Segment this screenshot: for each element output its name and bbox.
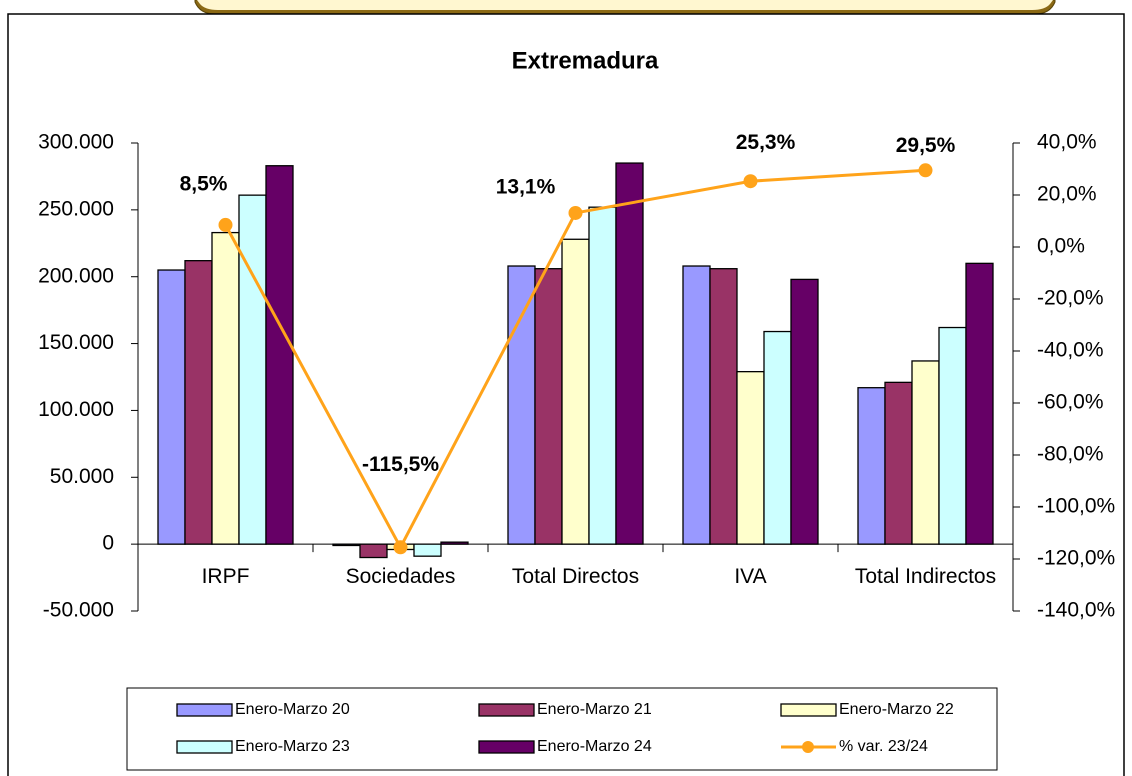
x-tick-label: Total Directos: [511, 565, 640, 589]
bar: [790, 278, 819, 545]
y2-tick-label: -20,0%: [1037, 287, 1104, 310]
y2-tick-label: 40,0%: [1037, 131, 1097, 154]
y2-tick-label: -60,0%: [1037, 391, 1104, 414]
line-point: [918, 163, 933, 178]
bar: [965, 262, 994, 545]
line-point: [393, 540, 408, 555]
legend-swatch: [478, 703, 535, 717]
y-tick-label: 150.000: [38, 331, 114, 354]
y2-tick-label: -120,0%: [1037, 547, 1115, 570]
bar: [588, 206, 617, 545]
line-point: [218, 217, 233, 232]
bar: [911, 360, 940, 545]
x-tick-label: IVA: [734, 565, 767, 589]
bar: [211, 231, 240, 545]
data-label: 25,3%: [736, 131, 796, 154]
y-tick-label: 200.000: [38, 264, 114, 287]
x-tick-label: IRPF: [201, 565, 250, 589]
legend-label: Enero-Marzo 21: [537, 701, 652, 718]
legend-swatch: [176, 703, 233, 717]
legend-swatch: [478, 740, 535, 754]
bar: [534, 268, 563, 545]
y2-tick-label: -140,0%: [1037, 599, 1115, 622]
data-label: 29,5%: [896, 134, 956, 157]
legend-marker: [802, 741, 814, 753]
data-label: -115,5%: [362, 453, 439, 476]
bar: [938, 326, 967, 545]
line-point: [743, 174, 758, 189]
bar: [157, 269, 186, 545]
bar: [265, 165, 294, 545]
bar: [359, 543, 388, 559]
y2-tick-label: -80,0%: [1037, 443, 1104, 466]
data-label: 8,5%: [180, 172, 228, 195]
y2-tick-label: 20,0%: [1037, 183, 1097, 206]
bar: [238, 194, 267, 545]
bar: [682, 265, 711, 545]
bar: [763, 330, 792, 545]
legend-label: Enero-Marzo 24: [537, 738, 652, 755]
y-tick-label: 50.000: [50, 465, 114, 488]
legend-swatch: [176, 740, 233, 754]
legend-label: % var. 23/24: [839, 738, 928, 755]
y2-tick-label: 0,0%: [1037, 235, 1085, 258]
legend-box: [126, 687, 998, 771]
legend-label: Enero-Marzo 20: [235, 701, 350, 718]
legend-label: Enero-Marzo 22: [839, 701, 954, 718]
line-point: [568, 205, 583, 220]
bar: [332, 543, 361, 547]
bar: [709, 268, 738, 545]
bar: [507, 265, 536, 545]
bar: [413, 543, 442, 557]
header-band-inner: [197, 0, 1053, 10]
y-tick-label: -50.000: [43, 599, 114, 622]
x-tick-label: Total Indirectos: [854, 565, 997, 589]
y-tick-label: 100.000: [38, 398, 114, 421]
bar: [884, 381, 913, 545]
data-label: 13,1%: [496, 175, 556, 198]
legend-label: Enero-Marzo 23: [235, 738, 350, 755]
y-tick-label: 300.000: [38, 131, 114, 154]
y-tick-label: 0: [102, 532, 114, 555]
legend-swatch: [780, 703, 837, 717]
bar: [184, 260, 213, 545]
chart-frame: [7, 13, 1125, 776]
y-tick-label: 250.000: [38, 197, 114, 220]
bar: [615, 162, 644, 545]
bar: [561, 238, 590, 545]
y2-tick-label: -40,0%: [1037, 339, 1104, 362]
x-tick-label: Sociedades: [345, 565, 456, 589]
bar: [736, 371, 765, 545]
y2-tick-label: -100,0%: [1037, 495, 1115, 518]
bar: [857, 387, 886, 545]
chart-title: Extremadura: [512, 47, 659, 74]
bar: [440, 541, 469, 545]
